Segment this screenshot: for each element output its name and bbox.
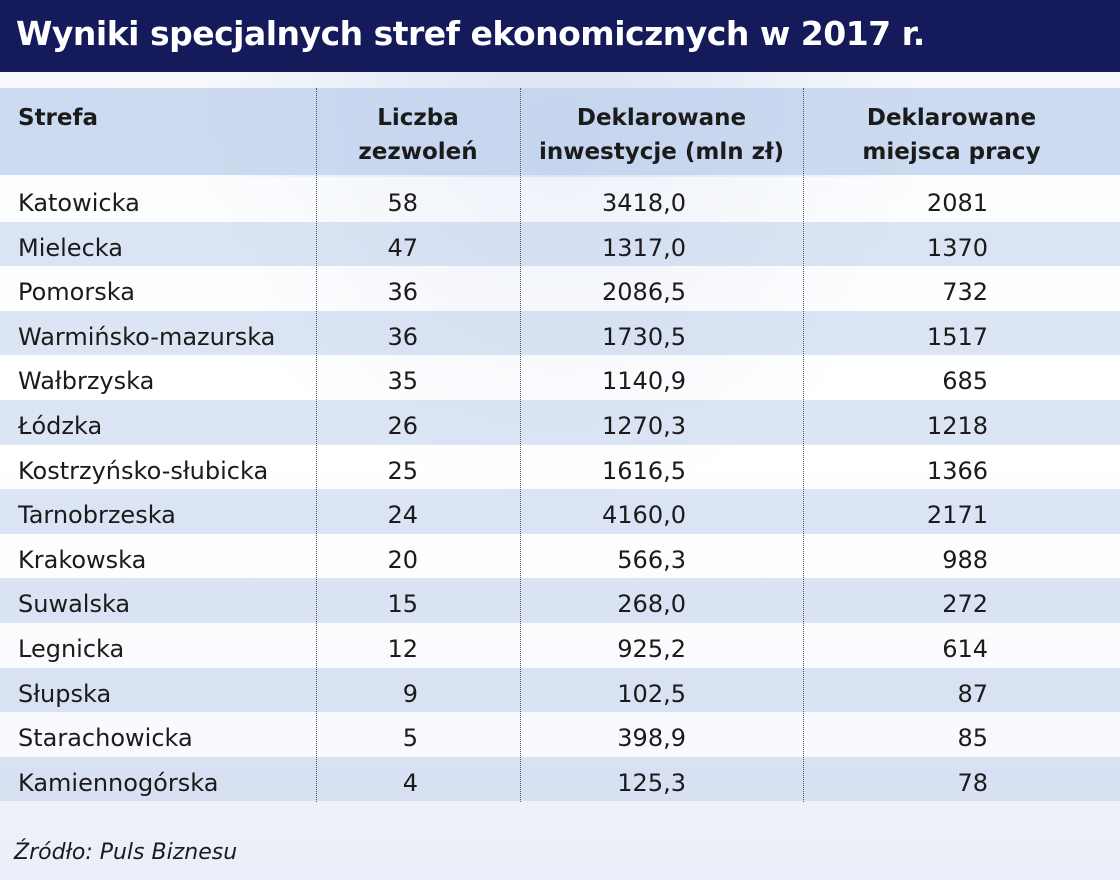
table-cell: Słupska — [18, 679, 112, 708]
table-cell: 1317,0 — [602, 233, 686, 262]
column-divider — [520, 88, 521, 802]
column-header: inwestycje (mln zł) — [538, 139, 785, 165]
table-cell: Warmińsko-mazurska — [18, 322, 276, 351]
table-cell: Pomorska — [18, 278, 135, 307]
table-cell: Łódzka — [18, 412, 103, 440]
table-cell: 1218 — [926, 412, 988, 440]
table-cell: Legnicka — [18, 635, 125, 663]
table-cell: 36 — [387, 322, 418, 351]
table-cell: 35 — [387, 367, 418, 396]
row-band — [0, 400, 1120, 445]
table-cell: 47 — [387, 233, 418, 262]
row-band — [0, 578, 1120, 623]
table-cell: 20 — [387, 545, 418, 574]
table-cell: 12 — [387, 635, 418, 663]
table-cell: 1730,5 — [602, 322, 686, 351]
table-cell: 2081 — [926, 189, 988, 217]
table-cell: 25 — [387, 456, 418, 485]
table-cell: 9 — [402, 679, 418, 708]
table-cell: 2171 — [926, 501, 988, 530]
row-band — [0, 623, 1120, 668]
table-cell: Starachowicka — [18, 724, 193, 753]
title-bar: Wyniki specjalnych stref ekonomicznych w… — [0, 0, 1120, 72]
row-band — [0, 177, 1120, 222]
column-header: Liczba — [377, 105, 459, 131]
table-cell: Kamiennogórska — [18, 768, 219, 797]
table-cell: 87 — [957, 679, 988, 708]
column-header: miejsca pracy — [862, 139, 1041, 165]
table-cell: 58 — [387, 189, 418, 217]
row-band — [0, 355, 1120, 400]
table-cell: 1366 — [926, 456, 988, 485]
table-cell: Krakowska — [18, 545, 147, 574]
row-band — [0, 266, 1120, 311]
table-cell: Kostrzyńsko-słubicka — [18, 456, 269, 485]
table-cell: 1140,9 — [602, 367, 686, 396]
column-header: Deklarowane — [576, 105, 747, 131]
source: Źródło: Puls Biznesu — [14, 840, 238, 865]
table-cell: 85 — [957, 724, 988, 753]
row-band — [0, 444, 1120, 490]
table-cell: 268,0 — [617, 590, 686, 619]
table-cell: 566,3 — [617, 545, 686, 574]
table-cell: Wałbrzyska — [18, 367, 155, 396]
table-cell: 925,2 — [617, 635, 686, 663]
column-header: zezwoleń — [358, 139, 478, 165]
table-cell: 5 — [402, 724, 418, 753]
table-cell: 125,3 — [617, 768, 686, 797]
table-cell: Suwalska — [18, 590, 131, 619]
header-band — [0, 88, 1120, 175]
table-cell: 36 — [387, 278, 418, 307]
row-band — [0, 667, 1120, 713]
table-cell: 1270,3 — [602, 412, 686, 440]
table-cell: 1616,5 — [602, 456, 686, 485]
table-cell: 102,5 — [617, 679, 686, 708]
row-band — [0, 489, 1120, 534]
table-cell: 1370 — [926, 233, 988, 262]
table-cell: 1517 — [926, 322, 988, 351]
column-divider — [803, 88, 804, 802]
row-band — [0, 310, 1120, 356]
table-cell: 4160,0 — [602, 501, 686, 530]
table-cell: 614 — [942, 635, 988, 663]
row-band — [0, 712, 1120, 757]
table-cell: 26 — [387, 412, 418, 440]
table-cell: Tarnobrzeska — [18, 501, 176, 530]
title: Wyniki specjalnych stref ekonomicznych w… — [16, 14, 925, 53]
table-cell: 685 — [942, 367, 988, 396]
table-cell: 3418,0 — [602, 189, 686, 217]
table-cell: 272 — [942, 590, 988, 619]
table-cell: 24 — [387, 501, 418, 530]
table-cell: 4 — [402, 768, 418, 797]
table-cell: 732 — [942, 278, 988, 307]
column-header: Deklarowane — [866, 105, 1037, 131]
table-cell: Mielecka — [18, 233, 123, 262]
table-cell: 15 — [387, 590, 418, 619]
table-cell: Katowicka — [18, 189, 140, 217]
row-band — [0, 533, 1120, 579]
table-cell: 2086,5 — [602, 278, 686, 307]
row-band — [0, 221, 1120, 267]
table-cell: 398,9 — [617, 724, 686, 753]
column-header: Strefa — [18, 105, 99, 131]
table-cell: 988 — [942, 545, 988, 574]
table-cell: 78 — [957, 768, 988, 797]
row-band — [0, 756, 1120, 802]
column-divider — [316, 88, 317, 802]
